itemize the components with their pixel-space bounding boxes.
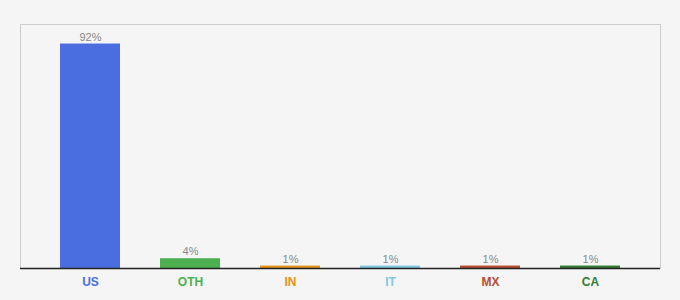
svg-text:IT: IT <box>385 275 396 289</box>
svg-text:1%: 1% <box>583 253 599 265</box>
svg-text:1%: 1% <box>483 253 499 265</box>
svg-text:IN: IN <box>285 275 297 289</box>
svg-text:4%: 4% <box>183 245 199 257</box>
svg-text:MX: MX <box>482 275 500 289</box>
svg-text:1%: 1% <box>383 253 399 265</box>
svg-text:92%: 92% <box>79 31 101 43</box>
svg-text:1%: 1% <box>283 253 299 265</box>
svg-text:US: US <box>82 275 99 289</box>
svg-text:OTH: OTH <box>178 275 203 289</box>
svg-text:CA: CA <box>582 275 600 289</box>
